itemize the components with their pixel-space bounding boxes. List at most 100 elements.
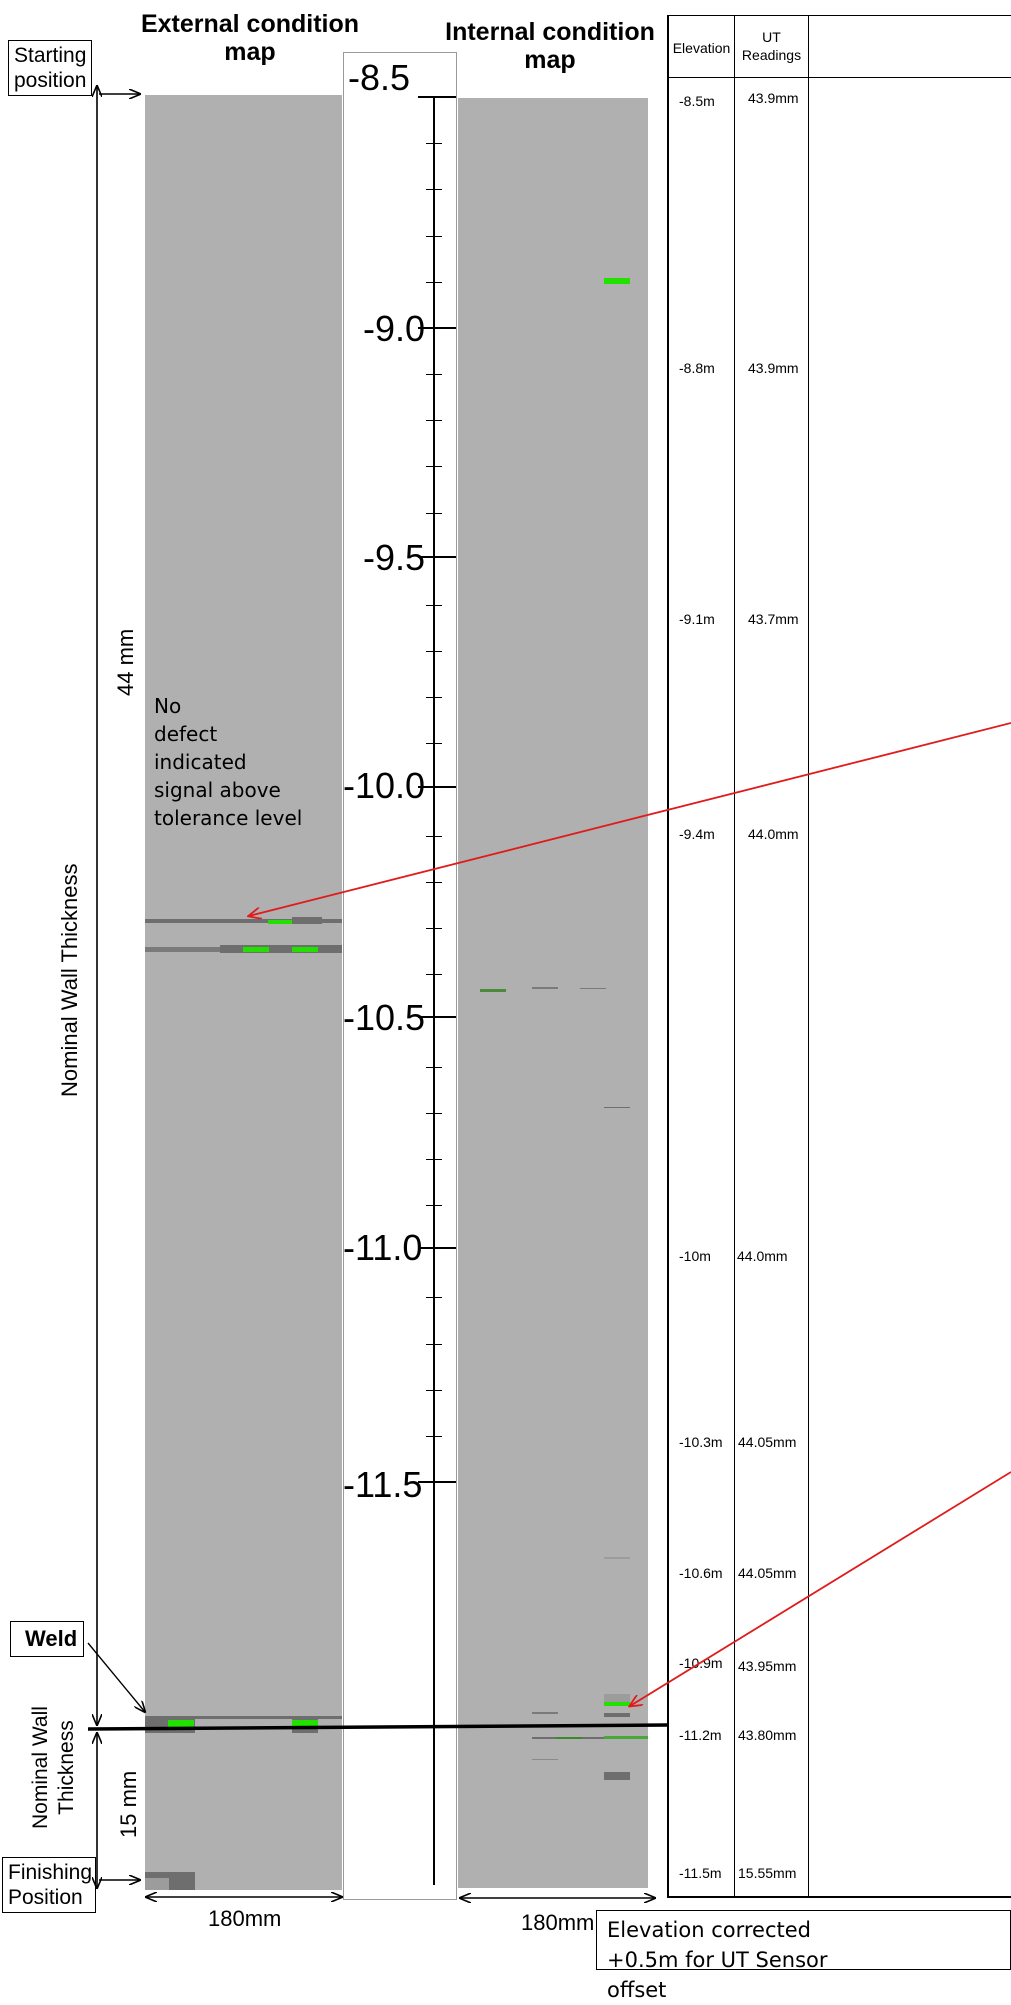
internal-width-label: 180mm (521, 1910, 595, 1935)
scale-minor-tick (426, 1067, 442, 1068)
table-cell-ut: 44.05mm (738, 1434, 797, 1450)
scale-minor-tick (426, 974, 442, 975)
annotation-line: defect indicated (154, 722, 247, 774)
elevation-scale (343, 52, 457, 1900)
internal-defect-green (604, 278, 630, 284)
scale-tick-label: -11.5 (343, 1464, 423, 1505)
scale-major-tick (418, 1247, 456, 1249)
table-cell-elevation: -10.3m (679, 1434, 723, 1450)
scale-major-tick (418, 96, 456, 98)
annotation-line: No (154, 694, 182, 718)
scale-minor-tick (426, 513, 442, 514)
annotation-line: signal above (154, 778, 281, 802)
external-title-line2: map (224, 38, 276, 66)
external-bottom-defect (145, 1878, 169, 1890)
table-column-divider (734, 15, 735, 1898)
scale-tick-label: -11.0 (343, 1227, 423, 1268)
table-cell-ut: 43.80mm (738, 1727, 797, 1743)
table-cell-elevation: -10m (679, 1248, 711, 1264)
table-header-divider (667, 77, 1011, 78)
scale-tick-label: -8.5 (348, 57, 411, 98)
internal-title-line1: Internal condition (445, 18, 655, 46)
weld-pointer-arrow (87, 1642, 145, 1712)
scale-minor-tick (426, 1205, 442, 1206)
scale-minor-tick (426, 836, 442, 837)
external-defect-green (268, 920, 292, 924)
scale-minor-tick (426, 928, 442, 929)
scale-major-tick (418, 556, 456, 558)
annotation-line: tolerance level (154, 806, 303, 830)
internal-defect-line (604, 1107, 630, 1108)
scale-minor-tick (426, 236, 442, 237)
table-header-ut-line2: Readings (741, 47, 802, 63)
scale-tick-label: -10.0 (343, 765, 426, 806)
external-defect-green (292, 947, 318, 952)
starting-position-label: Starting position (8, 40, 92, 96)
external-weld-green (168, 1720, 194, 1727)
internal-defect-green (480, 989, 506, 992)
external-width-label: 180mm (208, 1906, 282, 1931)
scale-minor-tick (426, 1159, 442, 1160)
table-header-ut-line1: UT (762, 29, 781, 45)
internal-defect-line (532, 987, 558, 989)
internal-condition-map (458, 98, 648, 1888)
scale-minor-tick (426, 420, 442, 421)
internal-defect-line (604, 1557, 630, 1559)
external-defect-band (145, 919, 342, 923)
table-cell-ut: 44.0mm (748, 826, 799, 842)
table-column-divider (808, 15, 809, 1898)
scale-axis (433, 98, 435, 1885)
table-cell-ut: 43.95mm (738, 1658, 797, 1674)
scale-minor-tick (426, 143, 442, 144)
internal-defect-band (604, 1694, 630, 1702)
weld-label: Weld (10, 1621, 84, 1657)
table-cell-ut: 44.05mm (738, 1565, 797, 1581)
starting-line1: Starting (14, 44, 87, 67)
internal-defect-line (580, 988, 606, 989)
defect-annotation: No defect indicated signal above toleran… (154, 692, 304, 832)
scale-minor-tick (426, 605, 442, 606)
internal-defect-line (532, 1759, 558, 1760)
arrow-overlay (87, 0, 1011, 1953)
scale-minor-tick (426, 466, 442, 467)
scale-tick-label: -9.0 (363, 308, 426, 349)
external-map-title: External condition map (130, 10, 370, 66)
scale-minor-tick (426, 697, 442, 698)
scale-major-tick (418, 1481, 456, 1483)
weld-line (87, 1723, 668, 1731)
table-cell-ut: 15.55mm (738, 1865, 797, 1881)
external-weld-band (145, 1716, 342, 1719)
table-cell-elevation: -11.5m (679, 1865, 722, 1881)
footnote-line: offset (607, 1978, 667, 2002)
scale-minor-tick (426, 743, 442, 744)
scale-minor-tick (426, 651, 442, 652)
table-header-elevation: Elevation (672, 40, 731, 56)
external-defect-band (292, 917, 322, 924)
scale-minor-tick (426, 1113, 442, 1114)
scale-minor-tick (426, 1297, 442, 1298)
scale-minor-tick (426, 374, 442, 375)
external-title-line1: External condition (140, 10, 360, 38)
starting-line2: position (14, 69, 87, 92)
external-condition-map (145, 95, 342, 1890)
table-cell-elevation: -8.8m (679, 360, 715, 376)
scale-minor-tick (426, 189, 442, 190)
scale-tick-label: -10.5 (343, 997, 426, 1038)
table-cell-elevation: -10.6m (679, 1565, 723, 1581)
scale-minor-tick (426, 882, 442, 883)
internal-defect-band (604, 1772, 630, 1780)
external-defect-green (243, 947, 269, 952)
internal-defect-band (604, 1713, 630, 1717)
finishing-position-label: Finishing Position (2, 1857, 96, 1913)
table-cell-elevation: -9.1m (679, 611, 715, 627)
internal-defect-green (604, 1736, 648, 1739)
internal-map-title: Internal condition map (430, 18, 670, 74)
defect-pointer-arrow-lower (630, 1471, 1011, 1706)
table-cell-ut: 43.7mm (748, 611, 799, 627)
ut-readings-table (667, 15, 1011, 1898)
internal-title-line2: map (524, 46, 576, 74)
finishing-line1: Finishing (8, 1861, 93, 1884)
internal-defect-green (604, 1702, 630, 1706)
table-cell-ut: 43.9mm (748, 90, 799, 106)
internal-defect-green (556, 1737, 582, 1739)
